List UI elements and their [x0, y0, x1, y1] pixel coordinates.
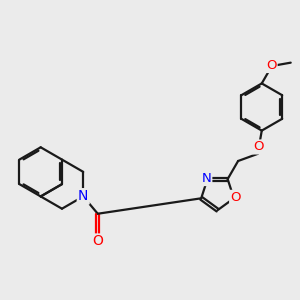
- Text: O: O: [230, 191, 241, 204]
- Text: O: O: [253, 140, 263, 154]
- Text: N: N: [78, 189, 88, 203]
- Text: N: N: [202, 172, 211, 185]
- Text: O: O: [92, 235, 103, 248]
- Text: O: O: [266, 59, 277, 72]
